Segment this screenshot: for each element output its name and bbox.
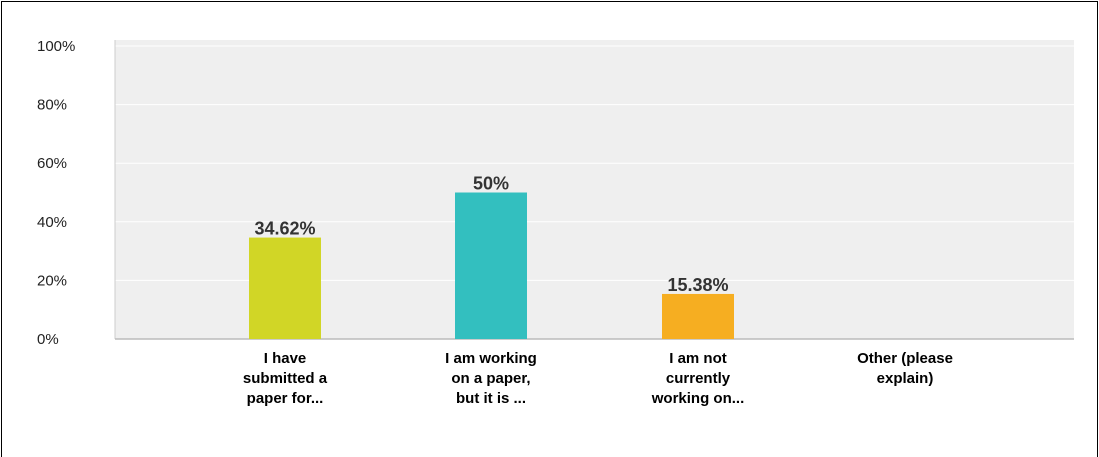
- x-category-label: I am working on a paper, but it is ...: [445, 350, 537, 407]
- x-category-label-line: I am working: [445, 350, 537, 367]
- x-category-label-line: but it is ...: [456, 390, 526, 407]
- data-label: 50%: [473, 174, 509, 194]
- bar: [249, 237, 321, 339]
- x-category-label-line: submitted a: [243, 370, 328, 387]
- x-category-label-line: currently: [666, 370, 731, 387]
- data-label: 15.38%: [667, 275, 728, 295]
- x-category-label-line: I am not: [669, 350, 727, 367]
- x-category-label-line: explain): [877, 370, 934, 387]
- x-category-label: I am not currently working on...: [651, 350, 745, 407]
- y-tick-label: 100%: [37, 38, 75, 55]
- y-tick-label: 20%: [37, 272, 67, 289]
- data-label: 34.62%: [254, 219, 315, 239]
- y-tick-label: 40%: [37, 214, 67, 231]
- x-category-label-line: on a paper,: [451, 370, 530, 387]
- x-category-label-line: paper for...: [247, 390, 324, 407]
- x-category-label-line: I have: [264, 350, 307, 367]
- y-tick-label: 60%: [37, 155, 67, 172]
- x-category-label-line: Other (please: [857, 350, 953, 367]
- x-category-label: Other (please explain): [857, 350, 953, 387]
- y-tick-label: 80%: [37, 97, 67, 114]
- bar: [455, 192, 527, 339]
- y-tick-label: 0%: [37, 331, 59, 348]
- bar: [662, 293, 734, 339]
- x-category-label: I have submitted a paper for...: [243, 350, 328, 407]
- x-category-label-line: working on...: [651, 390, 745, 407]
